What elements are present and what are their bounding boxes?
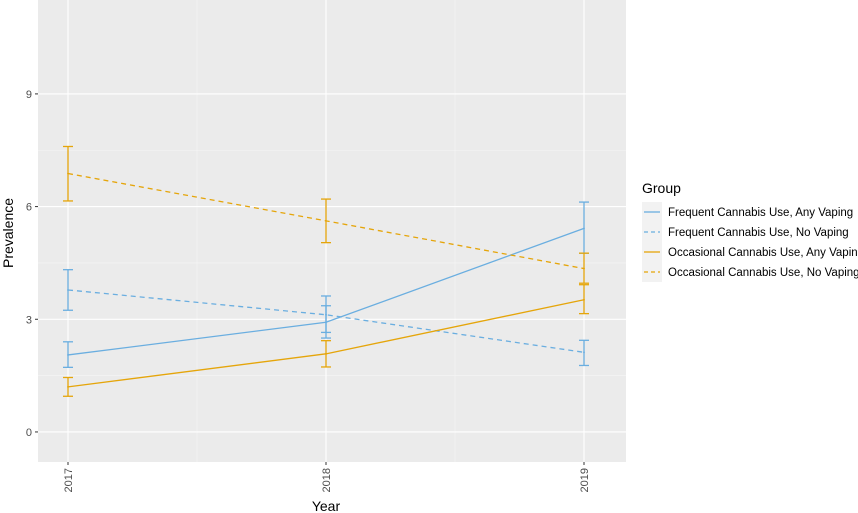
data-point [67,354,69,356]
data-point [583,227,585,230]
y-tick-label: 3 [26,314,32,326]
y-tick-label: 9 [26,89,32,101]
legend-title: Group [642,180,681,196]
data-point [325,219,327,222]
x-axis-title: Year [312,498,341,513]
data-point [67,289,69,291]
x-tick-label: 2018 [321,468,333,492]
series-line [67,289,585,353]
legend-label: Occasional Cannabis Use, Any Vaping [668,247,858,259]
x-tick-label: 2017 [63,468,75,492]
series-3 [63,284,589,397]
data-point [583,298,585,301]
legend-label: Frequent Cannabis Use, Any Vaping [668,207,853,219]
y-tick-label: 6 [26,202,32,214]
x-tick-label: 2019 [579,468,591,492]
y-tick-label: 0 [26,427,32,439]
data-point [67,172,69,175]
legend-label: Occasional Cannabis Use, No Vaping [668,267,858,279]
data-point [325,352,327,355]
legend-label: Frequent Cannabis Use, No Vaping [668,227,849,239]
series-layer [63,145,589,397]
axis-layer: 0 3 6 9 2017 2018 2019 [26,89,591,493]
data-point [583,351,585,354]
data-point [67,385,69,388]
legend: Group Frequent Cannabis Use, Any Vaping F… [642,180,858,282]
series-4 [63,145,589,284]
series-2 [63,269,589,367]
data-point [325,313,327,316]
y-axis-title: Prevalence [0,198,16,268]
plot-panel [38,0,626,462]
data-point [583,267,585,270]
